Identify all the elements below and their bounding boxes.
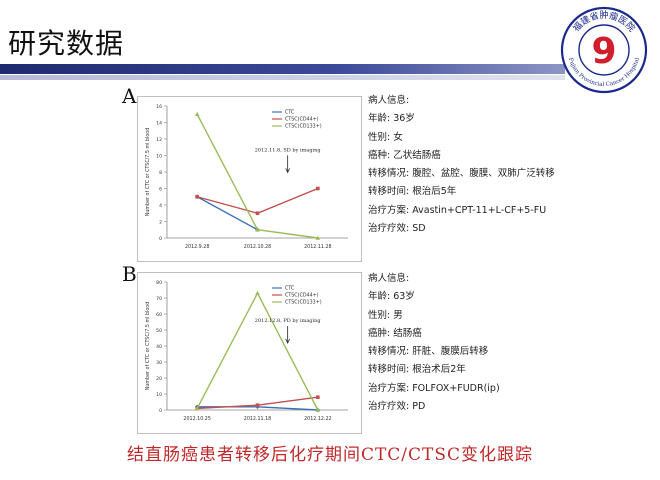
y-tick-label: 80 <box>156 280 162 286</box>
title-bar-accent <box>0 75 565 80</box>
y-tick-label: 10 <box>156 154 162 160</box>
data-point <box>194 111 200 117</box>
annotation-label: 2012.12.8, PD by imaging <box>255 318 322 324</box>
chart-frame <box>137 272 362 434</box>
patient-a-info: 病人信息: 年龄: 36岁 性别: 女 癌种: 乙状结肠癌 转移情况: 腹腔、盆… <box>368 92 555 238</box>
patient-b-line: 年龄: 63岁 <box>368 291 415 303</box>
data-point <box>255 290 260 295</box>
y-tick-label: 2 <box>159 220 162 226</box>
annotation-label: 2012.11.8, SD by imaging <box>255 147 322 153</box>
logo-mark: 9 <box>591 31 616 72</box>
series-line <box>196 196 258 231</box>
data-point <box>195 194 199 199</box>
annotation-arrowhead <box>285 338 291 344</box>
y-tick-label: 20 <box>156 376 162 382</box>
patient-b-line: 病人信息: <box>368 273 410 284</box>
x-tick-label: 2012.10.28 <box>244 244 271 250</box>
data-point <box>315 407 321 412</box>
patient-b-line: 转移情况: 肝脏、腹膜后转移 <box>368 346 489 358</box>
data-point <box>315 235 321 240</box>
panel-label-a: A <box>122 84 137 108</box>
y-tick-label: 0 <box>159 236 162 242</box>
patient-a-line: 转移情况: 腹腔、盆腔、腹膜、双肺广泛转移 <box>368 168 555 180</box>
slide-title: 研究数据 <box>8 27 125 60</box>
chart-a: 0 2 4 6 8 10 12 14 16 2012.9.28 2012.10.28 2012.11.… <box>137 96 362 262</box>
data-point <box>255 211 260 216</box>
patient-b-line: 治疗方案: FOLFOX+FUDR(ip) <box>368 382 500 394</box>
x-tick-label: 2012.12.22 <box>304 416 331 422</box>
x-tick-label: 2012.9.28 <box>185 244 209 250</box>
y-tick-label: 14 <box>156 121 162 127</box>
slide-caption: 结直肠癌患者转移后化疗期间CTC/CTSC变化跟踪 <box>126 445 534 465</box>
data-point <box>316 186 320 191</box>
patient-b-line: 癌肿: 结肠癌 <box>368 327 422 339</box>
y-tick-label: 8 <box>159 170 162 176</box>
y-tick-label: 12 <box>156 137 162 143</box>
data-point <box>194 406 200 411</box>
y-tick-label: 40 <box>156 344 162 350</box>
x-tick-label: 2012.10.25 <box>183 416 210 422</box>
x-tick-label: 2012.11.28 <box>304 244 331 250</box>
y-axis-label: Number of CTC or CTSC/7.5 ml blood <box>145 302 151 391</box>
patient-a-line: 治疗方案: Avastin+CPT-11+L-CF+5-FU <box>368 204 547 216</box>
title-bar <box>0 64 565 74</box>
patient-a-line: 病人信息: <box>368 95 410 106</box>
chart-frame <box>137 96 362 262</box>
y-tick-label: 70 <box>156 296 162 302</box>
legend-label: CTSC(CD44+) <box>285 293 319 299</box>
y-tick-label: 6 <box>159 187 162 193</box>
annotation-arrowhead <box>285 168 291 174</box>
patient-a-line: 癌种: 乙状结肠癌 <box>368 149 441 161</box>
panel-label-b: B <box>122 262 137 286</box>
y-tick-label: 30 <box>156 360 162 366</box>
legend-label: CTSC(CD133+) <box>285 124 322 130</box>
legend-label: CTC <box>285 286 295 292</box>
y-tick-label: 4 <box>159 203 162 209</box>
y-tick-label: 60 <box>156 312 162 318</box>
patient-b-line: 转移时间: 根治术后2年 <box>368 364 466 376</box>
patient-b-info: 病人信息: 年龄: 63岁 性别: 男 癌肿: 结肠癌 转移情况: 肝脏、腹膜后… <box>368 270 500 416</box>
data-point <box>316 395 320 399</box>
patient-a-line: 性别: 女 <box>368 131 403 143</box>
patient-a-line: 转移时间: 根治后5年 <box>368 186 457 198</box>
hospital-logo: 福建省肿瘤医院 Fujian Provincial Cancer Hospita… <box>560 6 648 94</box>
y-tick-label: 50 <box>156 328 162 334</box>
y-axis-label: Number of CTC or CTSC/7.5 ml blood <box>145 128 151 217</box>
patient-b-line: 性别: 男 <box>368 309 403 321</box>
y-tick-label: 10 <box>156 392 162 398</box>
x-tick-label: 2012.11.18 <box>244 416 271 422</box>
legend-label: CTC <box>285 110 295 116</box>
data-point <box>255 227 260 232</box>
patient-a-line: 治疗疗效: SD <box>368 223 426 235</box>
y-tick-label: 0 <box>159 408 162 414</box>
data-point <box>255 403 260 407</box>
legend-label: CTSC(CD44+) <box>285 117 319 123</box>
y-tick-label: 16 <box>156 104 162 110</box>
patient-b-line: 治疗疗效: PD <box>368 401 426 413</box>
legend-label: CTSC(CD133+) <box>285 300 322 306</box>
chart-b: 0 10 20 30 40 50 60 70 80 2012.10.25 2012.11.18 201… <box>137 272 362 434</box>
patient-a-line: 年龄: 36岁 <box>368 113 415 125</box>
